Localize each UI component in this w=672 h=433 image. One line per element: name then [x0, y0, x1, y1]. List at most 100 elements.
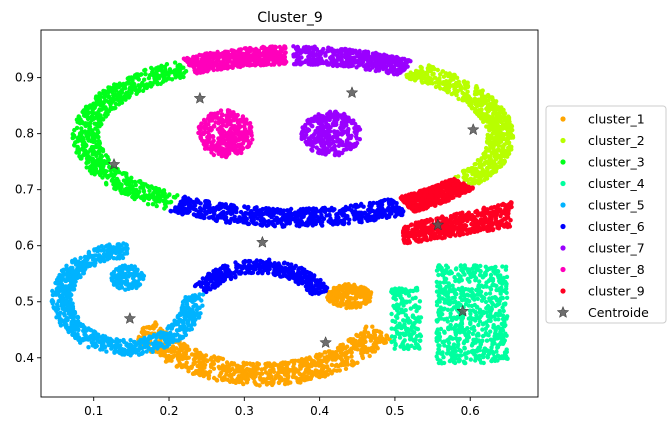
data-point — [81, 328, 86, 333]
data-point — [440, 69, 445, 74]
data-point — [503, 150, 508, 155]
data-point — [371, 328, 377, 334]
data-point — [105, 154, 110, 160]
data-point — [501, 145, 506, 150]
data-point — [484, 338, 490, 343]
data-point — [465, 326, 470, 331]
data-point — [448, 74, 453, 80]
data-point — [463, 94, 468, 99]
data-point — [201, 373, 206, 379]
data-point — [145, 330, 150, 336]
data-point — [117, 256, 122, 261]
data-point — [99, 153, 104, 158]
data-point — [488, 315, 493, 321]
data-point — [496, 125, 501, 130]
data-point — [122, 171, 127, 176]
data-point — [163, 359, 169, 364]
data-point — [484, 106, 489, 112]
data-point — [83, 142, 89, 148]
data-point — [456, 358, 462, 364]
data-point — [477, 164, 482, 170]
data-point — [161, 188, 167, 193]
data-point — [129, 285, 135, 291]
data-point — [324, 369, 329, 375]
data-point — [421, 73, 427, 78]
data-point — [93, 259, 98, 264]
data-point — [384, 334, 390, 339]
data-point — [346, 286, 351, 291]
data-point — [191, 370, 197, 376]
data-point — [476, 345, 481, 351]
data-point — [149, 185, 155, 190]
data-point — [80, 135, 86, 141]
data-point — [168, 199, 174, 205]
data-point — [349, 346, 354, 351]
data-point — [468, 357, 473, 362]
data-point — [468, 274, 474, 280]
data-point — [481, 119, 486, 125]
data-point — [279, 218, 284, 223]
data-point — [302, 378, 307, 383]
data-point — [92, 253, 97, 258]
data-point — [335, 301, 340, 307]
data-point — [442, 339, 447, 344]
data-point — [92, 121, 97, 126]
data-point — [94, 153, 99, 159]
series-cluster_5 — [49, 241, 206, 358]
data-point — [493, 264, 498, 270]
data-point — [96, 130, 101, 135]
data-point — [317, 360, 322, 365]
data-point — [345, 356, 350, 362]
data-point — [485, 92, 491, 98]
data-point — [147, 326, 153, 331]
data-point — [442, 82, 448, 87]
data-point — [443, 88, 449, 93]
data-point — [116, 242, 122, 247]
data-point — [186, 369, 191, 374]
data-point — [504, 132, 510, 137]
data-point — [76, 150, 82, 155]
data-point — [309, 369, 314, 375]
data-point — [413, 286, 419, 291]
data-point — [284, 377, 289, 382]
data-point — [419, 69, 425, 75]
data-point — [140, 88, 146, 94]
data-point — [506, 140, 512, 145]
data-point — [331, 221, 336, 226]
data-point — [63, 278, 68, 283]
data-point — [483, 326, 488, 331]
data-point — [70, 269, 76, 274]
data-point — [448, 269, 453, 274]
data-point — [160, 79, 166, 84]
data-point — [476, 322, 481, 328]
data-point — [455, 344, 460, 349]
data-point — [443, 279, 448, 285]
data-point — [56, 285, 61, 290]
data-point — [95, 142, 101, 147]
data-point — [111, 256, 117, 261]
data-point — [469, 166, 474, 171]
data-point — [490, 276, 496, 282]
data-point — [196, 359, 202, 364]
data-point — [314, 373, 319, 378]
data-point — [259, 377, 264, 382]
data-point — [170, 336, 175, 342]
data-point — [432, 75, 438, 81]
data-point — [111, 245, 116, 250]
data-point — [478, 269, 483, 274]
data-point — [458, 353, 464, 358]
series-cluster_6 — [168, 194, 406, 297]
data-point — [437, 76, 442, 81]
data-point — [192, 359, 198, 365]
data-point — [127, 272, 132, 277]
data-point — [435, 67, 440, 73]
data-point — [467, 308, 473, 313]
data-point — [329, 354, 334, 360]
data-point — [141, 188, 146, 193]
data-point — [113, 171, 118, 176]
data-point — [401, 310, 406, 315]
data-point — [501, 160, 506, 165]
data-point — [315, 369, 320, 375]
data-point — [242, 204, 247, 209]
data-point — [504, 295, 510, 300]
